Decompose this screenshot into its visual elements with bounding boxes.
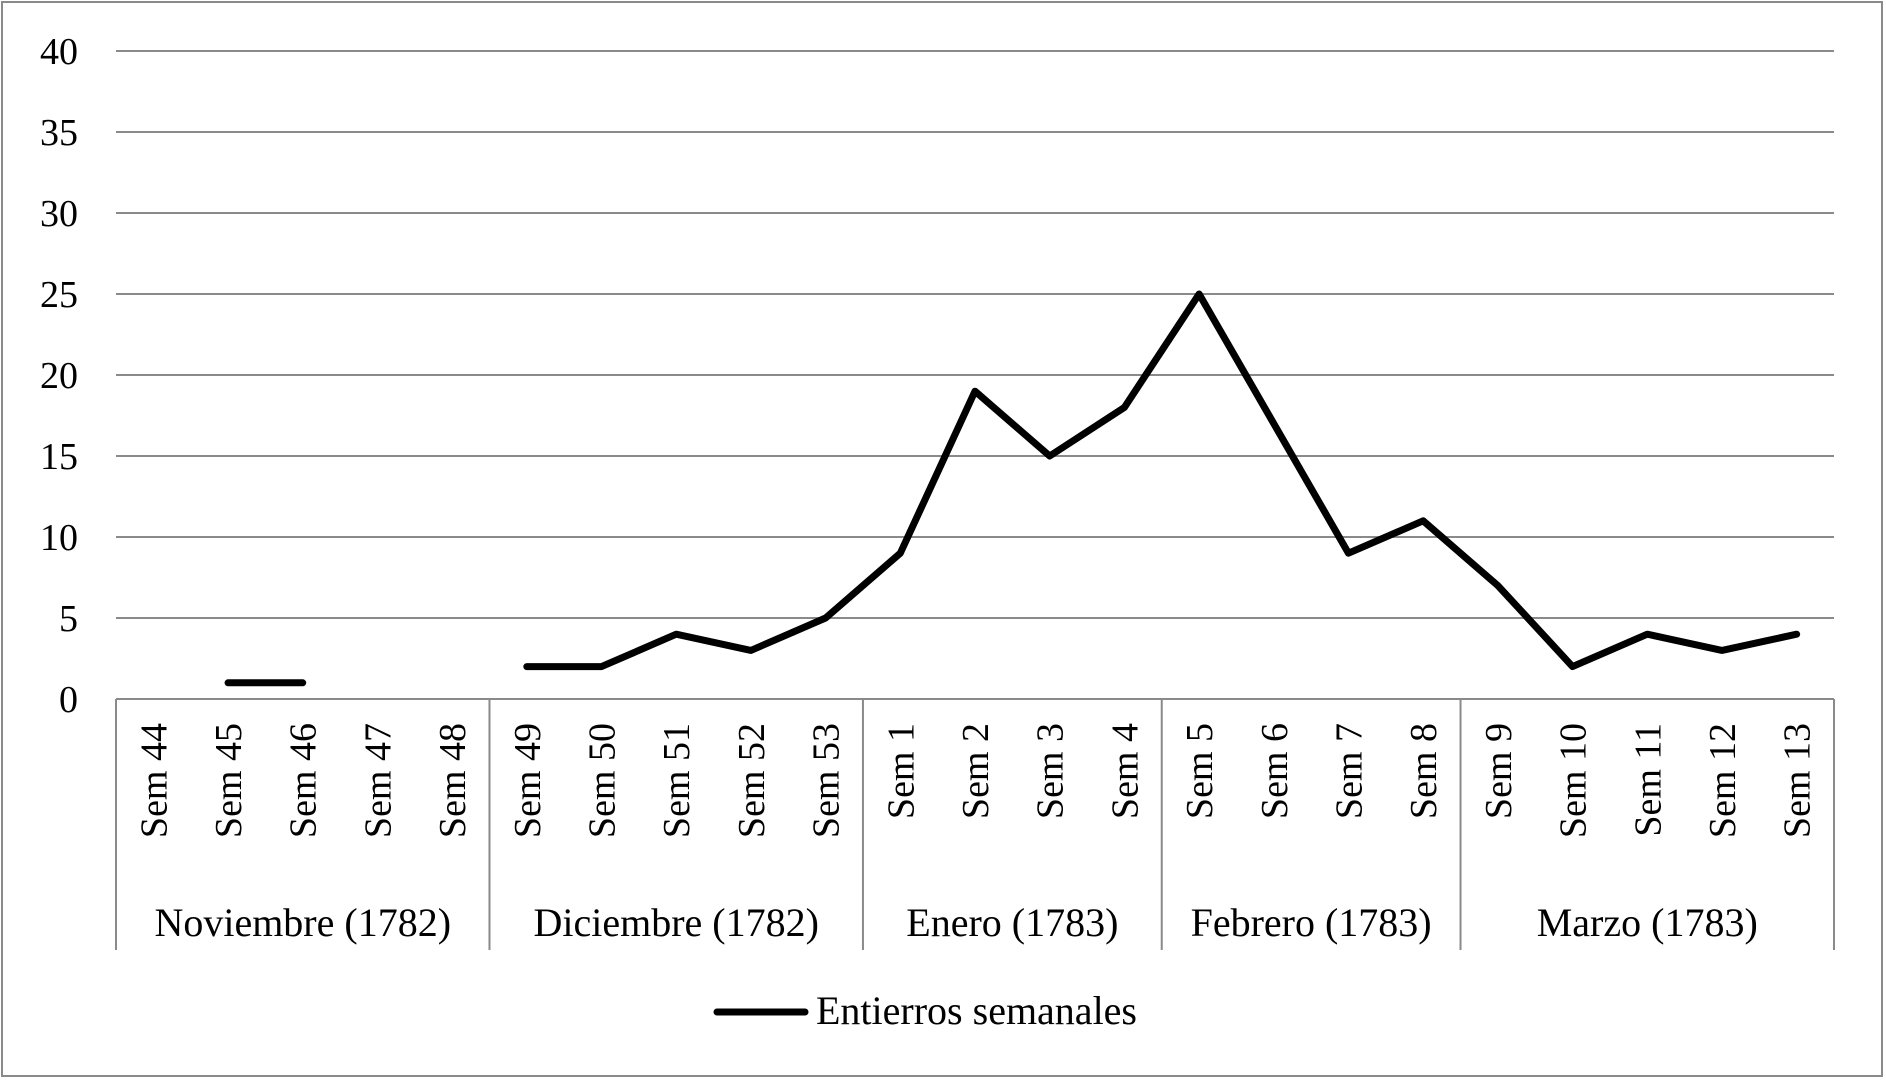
x-axis-group-labels: Noviembre (1782) Diciembre (1782) Enero (1… xyxy=(154,900,1757,945)
group-label: Noviembre (1782) xyxy=(154,900,451,945)
x-axis xyxy=(115,698,1835,950)
x-tick-label: Sem 2 xyxy=(955,723,997,819)
y-tick-label: 0 xyxy=(59,679,78,721)
x-axis-tick-labels: Sem 44 Sem 45 Sem 46 Sem 47 Sem 48 Sem 49 Sem … xyxy=(133,723,1818,838)
x-tick-label: Sem 53 xyxy=(806,723,848,838)
x-tick-label: Sem 5 xyxy=(1179,723,1221,819)
x-tick-label: Sem 48 xyxy=(432,723,474,838)
x-tick-label: Sem 49 xyxy=(507,723,549,838)
series-lines xyxy=(224,290,1801,687)
x-tick-label: Sem 6 xyxy=(1254,723,1296,819)
group-label: Enero (1783) xyxy=(906,900,1118,945)
x-tick-label: Sem 11 xyxy=(1627,723,1669,837)
series-line-segment xyxy=(523,290,1801,671)
x-tick-label: Sem 13 xyxy=(1777,723,1819,838)
x-tick-label: Sem 44 xyxy=(133,723,175,838)
x-tick-label: Sem 3 xyxy=(1030,723,1072,819)
y-tick-label: 5 xyxy=(59,598,78,640)
x-tick-label: Sem 50 xyxy=(582,723,624,838)
x-tick-label: Sem 52 xyxy=(731,723,773,838)
group-label: Diciembre (1782) xyxy=(533,900,818,945)
y-tick-label: 40 xyxy=(40,31,78,73)
x-tick-label: Sem 7 xyxy=(1328,723,1370,819)
x-tick-label: Sem 1 xyxy=(880,723,922,819)
y-tick-label: 35 xyxy=(40,112,78,154)
y-tick-label: 25 xyxy=(40,274,78,316)
x-tick-label: Sem 12 xyxy=(1702,723,1744,838)
x-tick-label: Sem 45 xyxy=(208,723,250,838)
x-tick-label: Sem 10 xyxy=(1553,723,1595,838)
group-label: Febrero (1783) xyxy=(1191,900,1432,945)
y-tick-label: 20 xyxy=(40,355,78,397)
x-tick-label: Sem 8 xyxy=(1403,723,1445,819)
x-tick-label: Sem 9 xyxy=(1478,723,1520,819)
x-tick-label: Sem 51 xyxy=(656,723,698,838)
legend-label: Entierros semanales xyxy=(816,988,1137,1033)
legend: Entierros semanales xyxy=(713,988,1137,1033)
x-tick-label: Sem 4 xyxy=(1104,723,1146,819)
x-tick-label: Sem 47 xyxy=(357,723,399,838)
y-tick-label: 30 xyxy=(40,193,78,235)
x-tick-label: Sem 46 xyxy=(283,723,325,838)
group-label: Marzo (1783) xyxy=(1537,900,1758,945)
y-tick-label: 15 xyxy=(40,436,78,478)
y-axis-tick-labels: 0 5 10 15 20 25 30 35 40 xyxy=(40,31,78,721)
y-tick-label: 10 xyxy=(40,517,78,559)
gridlines xyxy=(116,50,1834,619)
